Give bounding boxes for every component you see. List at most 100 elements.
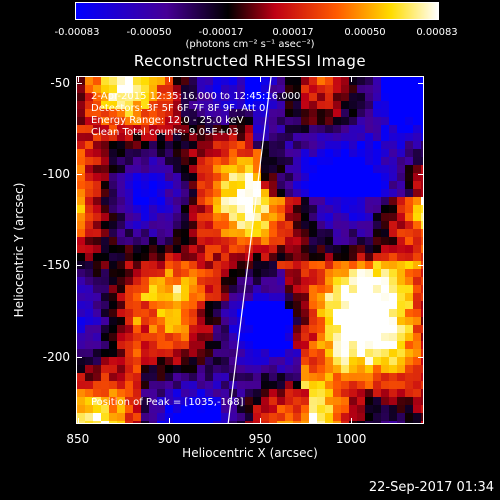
heatmap-cell bbox=[213, 245, 222, 254]
heatmap-cell bbox=[173, 221, 182, 230]
heatmap-cell bbox=[165, 173, 174, 182]
heatmap-cell bbox=[213, 197, 222, 206]
heatmap-cell bbox=[381, 213, 390, 222]
heatmap-cell bbox=[109, 397, 118, 406]
heatmap-cell bbox=[141, 253, 150, 262]
heatmap-cell bbox=[149, 109, 158, 118]
heatmap-cell bbox=[285, 125, 294, 134]
heatmap-cell bbox=[189, 317, 198, 326]
heatmap-cell bbox=[301, 133, 310, 142]
heatmap-cell bbox=[277, 277, 286, 286]
heatmap-cell bbox=[349, 269, 358, 278]
heatmap-cell bbox=[325, 365, 334, 374]
heatmap-cell bbox=[325, 133, 334, 142]
heatmap-cell bbox=[317, 413, 326, 422]
heatmap-cell bbox=[213, 117, 222, 126]
heatmap-cell bbox=[357, 109, 366, 118]
heatmap-cell bbox=[213, 389, 222, 398]
heatmap-cell bbox=[141, 205, 150, 214]
solar-limb-line bbox=[227, 77, 272, 423]
heatmap-cell bbox=[221, 109, 230, 118]
heatmap-cell bbox=[381, 245, 390, 254]
heatmap-cell bbox=[349, 261, 358, 270]
x-tick-label: 1000 bbox=[335, 432, 367, 446]
heatmap-cell bbox=[317, 253, 326, 262]
heatmap-cell bbox=[381, 205, 390, 214]
heatmap-cell bbox=[381, 333, 390, 342]
heatmap-cell bbox=[357, 341, 366, 350]
heatmap bbox=[77, 77, 423, 423]
heatmap-cell bbox=[277, 125, 286, 134]
heatmap-cell bbox=[221, 77, 230, 86]
heatmap-cell bbox=[109, 413, 118, 422]
heatmap-cell bbox=[101, 109, 110, 118]
heatmap-cell bbox=[141, 173, 150, 182]
heatmap-cell bbox=[325, 93, 334, 102]
heatmap-cell bbox=[253, 357, 262, 366]
heatmap-cell bbox=[333, 245, 342, 254]
heatmap-cell bbox=[101, 413, 110, 422]
heatmap-cell bbox=[389, 309, 398, 318]
heatmap-cell bbox=[325, 293, 334, 302]
heatmap-cell bbox=[221, 341, 230, 350]
heatmap-cell bbox=[373, 253, 382, 262]
heatmap-cell bbox=[197, 389, 206, 398]
heatmap-cell bbox=[373, 365, 382, 374]
heatmap-cell bbox=[237, 405, 246, 414]
heatmap-cell bbox=[397, 165, 406, 174]
heatmap-cell bbox=[173, 317, 182, 326]
heatmap-cell bbox=[253, 317, 262, 326]
heatmap-cell bbox=[261, 365, 270, 374]
heatmap-cell bbox=[149, 213, 158, 222]
heatmap-cell bbox=[181, 413, 190, 422]
heatmap-cell bbox=[293, 229, 302, 238]
heatmap-cell bbox=[77, 229, 86, 238]
heatmap-cell bbox=[117, 357, 126, 366]
heatmap-cell bbox=[277, 173, 286, 182]
heatmap-cell bbox=[293, 197, 302, 206]
heatmap-cell bbox=[389, 109, 398, 118]
heatmap-cell bbox=[197, 173, 206, 182]
heatmap-cell bbox=[381, 221, 390, 230]
heatmap-cell bbox=[309, 125, 318, 134]
heatmap-cell bbox=[85, 277, 94, 286]
heatmap-cell bbox=[181, 173, 190, 182]
heatmap-cell bbox=[197, 213, 206, 222]
heatmap-cell bbox=[333, 101, 342, 110]
heatmap-cell bbox=[309, 213, 318, 222]
heatmap-cell bbox=[389, 413, 398, 422]
heatmap-cell bbox=[301, 389, 310, 398]
heatmap-cell bbox=[157, 93, 166, 102]
heatmap-cell bbox=[197, 181, 206, 190]
heatmap-cell bbox=[221, 205, 230, 214]
heatmap-cell bbox=[93, 85, 102, 94]
heatmap-cell bbox=[85, 253, 94, 262]
heatmap-cell bbox=[237, 381, 246, 390]
heatmap-cell bbox=[77, 85, 86, 94]
heatmap-cell bbox=[205, 85, 214, 94]
timestamp-footer: 22-Sep-2017 01:34 bbox=[368, 480, 494, 495]
heatmap-cell bbox=[213, 229, 222, 238]
heatmap-cell bbox=[333, 341, 342, 350]
heatmap-cell bbox=[149, 357, 158, 366]
heatmap-cell bbox=[405, 141, 414, 150]
heatmap-cell bbox=[349, 165, 358, 174]
heatmap-cell bbox=[405, 357, 414, 366]
heatmap-cell bbox=[381, 341, 390, 350]
heatmap-cell bbox=[333, 149, 342, 158]
heatmap-cell bbox=[189, 205, 198, 214]
heatmap-cell bbox=[221, 173, 230, 182]
heatmap-cell bbox=[253, 341, 262, 350]
heatmap-cell bbox=[157, 133, 166, 142]
heatmap-cell bbox=[157, 157, 166, 166]
heatmap-cell bbox=[205, 397, 214, 406]
heatmap-cell bbox=[365, 309, 374, 318]
heatmap-cell bbox=[245, 293, 254, 302]
heatmap-cell bbox=[261, 133, 270, 142]
heatmap-cell bbox=[141, 85, 150, 94]
heatmap-cell bbox=[85, 333, 94, 342]
heatmap-cell bbox=[349, 157, 358, 166]
heatmap-cell bbox=[85, 189, 94, 198]
heatmap-cell bbox=[189, 157, 198, 166]
heatmap-cell bbox=[205, 77, 214, 86]
